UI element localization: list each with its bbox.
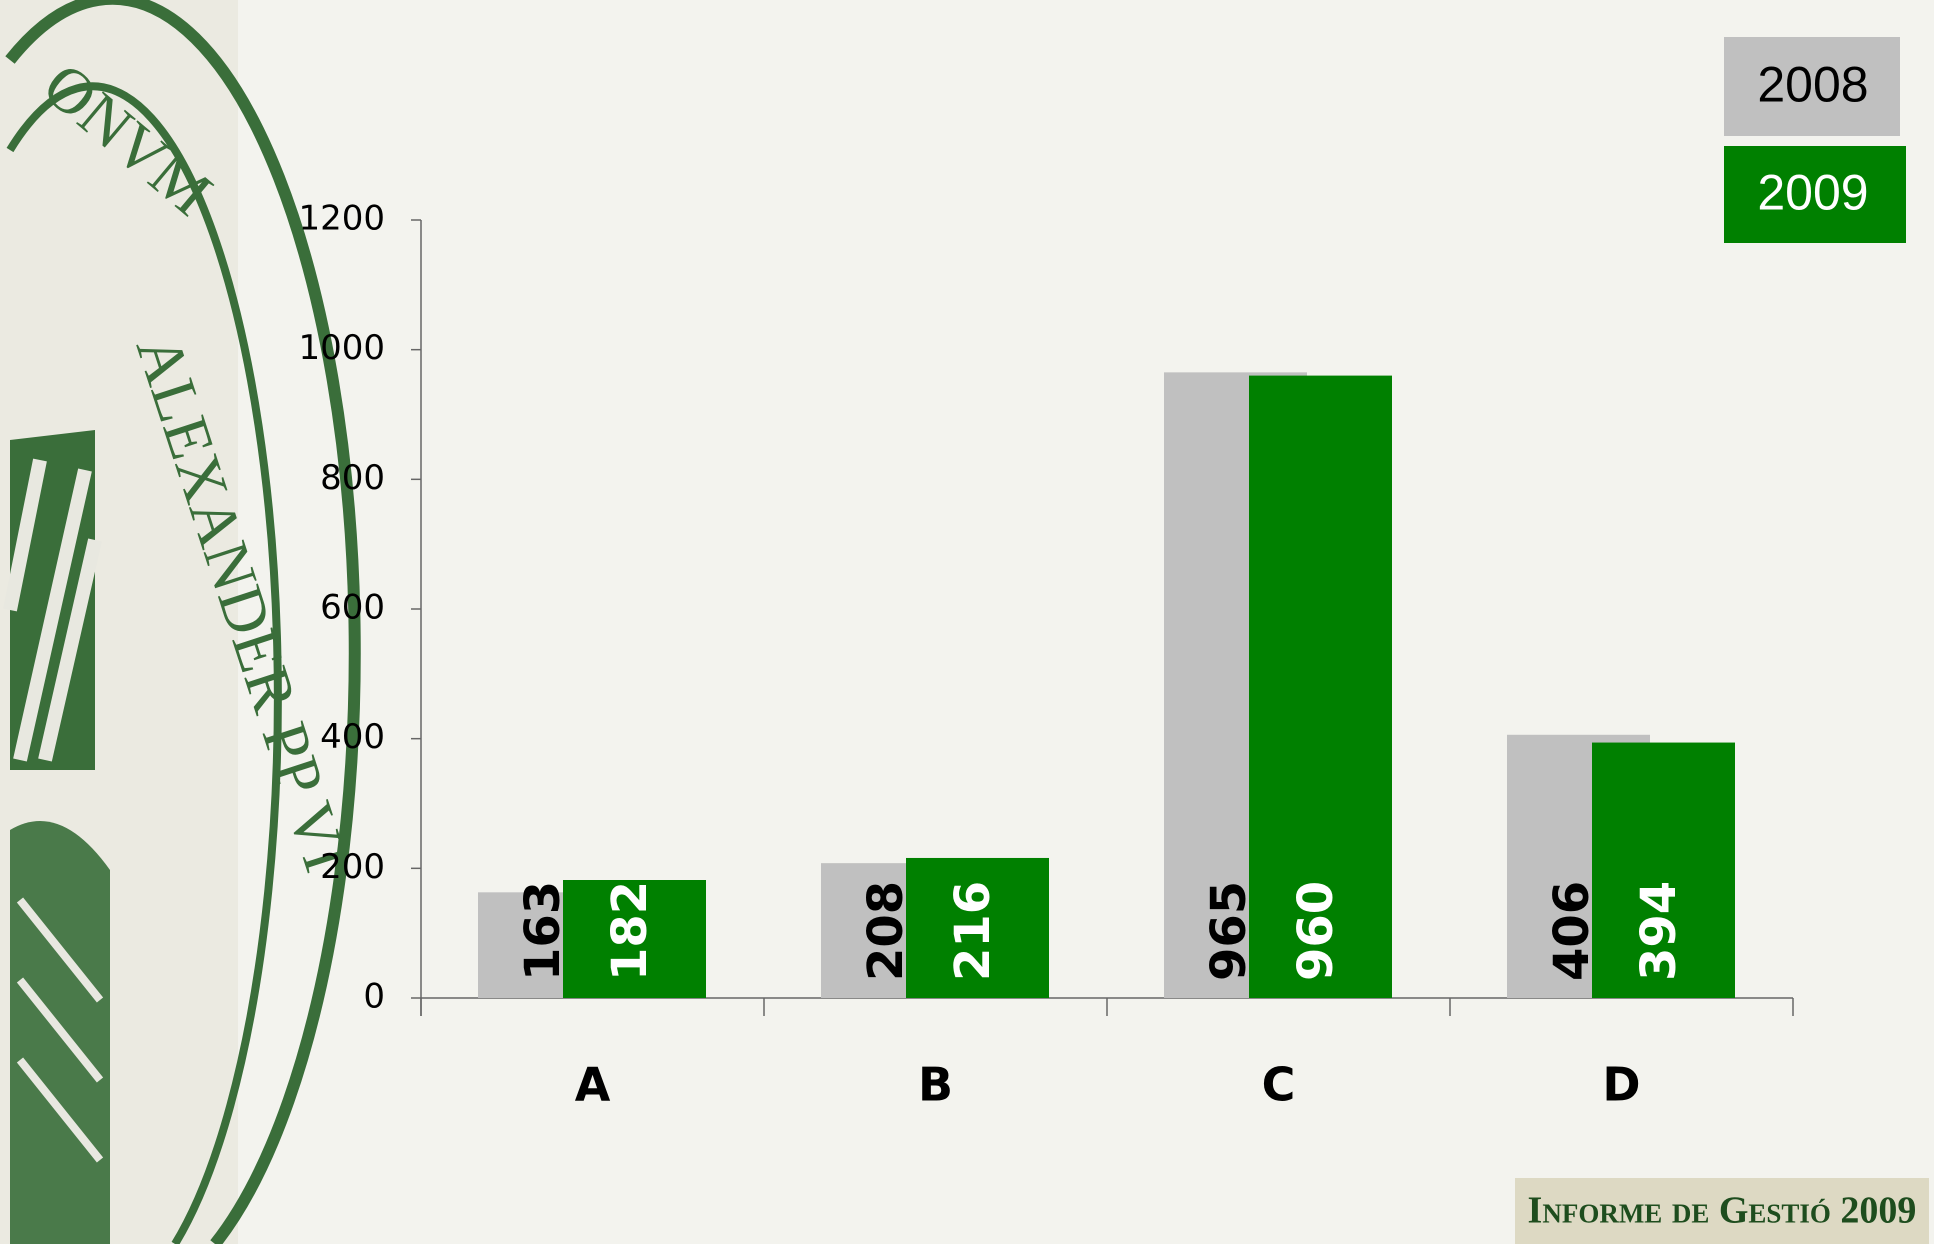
y-tick-label: 800	[320, 458, 385, 498]
legend-label: 2009	[1757, 165, 1868, 221]
legend-label: 2008	[1757, 57, 1868, 113]
value-label: 965	[1201, 881, 1257, 981]
y-tick-label: 0	[363, 977, 385, 1017]
y-tick-label: 1200	[298, 199, 385, 239]
value-label: 208	[858, 881, 914, 981]
y-tick-label: 200	[320, 847, 385, 887]
chart: ONVM ALEXANDER PP VI Informe de Gestió 2…	[0, 0, 1934, 1244]
x-tick-label: C	[1262, 1058, 1296, 1112]
x-tick-label: D	[1602, 1058, 1640, 1112]
y-tick-label: 400	[320, 717, 385, 757]
page: ONVM ALEXANDER PP VI Informe de Gestió 2…	[0, 0, 1934, 1244]
value-label: 394	[1631, 881, 1687, 981]
y-tick-label: 600	[320, 588, 385, 628]
value-label: 163	[515, 881, 571, 981]
value-label: 216	[945, 881, 1001, 981]
y-tick-label: 1000	[298, 328, 385, 368]
value-label: 960	[1288, 881, 1344, 981]
footer-text: Informe de Gestió 2009	[1528, 1190, 1917, 1232]
value-label: 406	[1544, 881, 1600, 981]
value-label: 182	[602, 881, 658, 981]
x-tick-label: A	[575, 1058, 611, 1112]
x-tick-label: B	[918, 1058, 953, 1112]
